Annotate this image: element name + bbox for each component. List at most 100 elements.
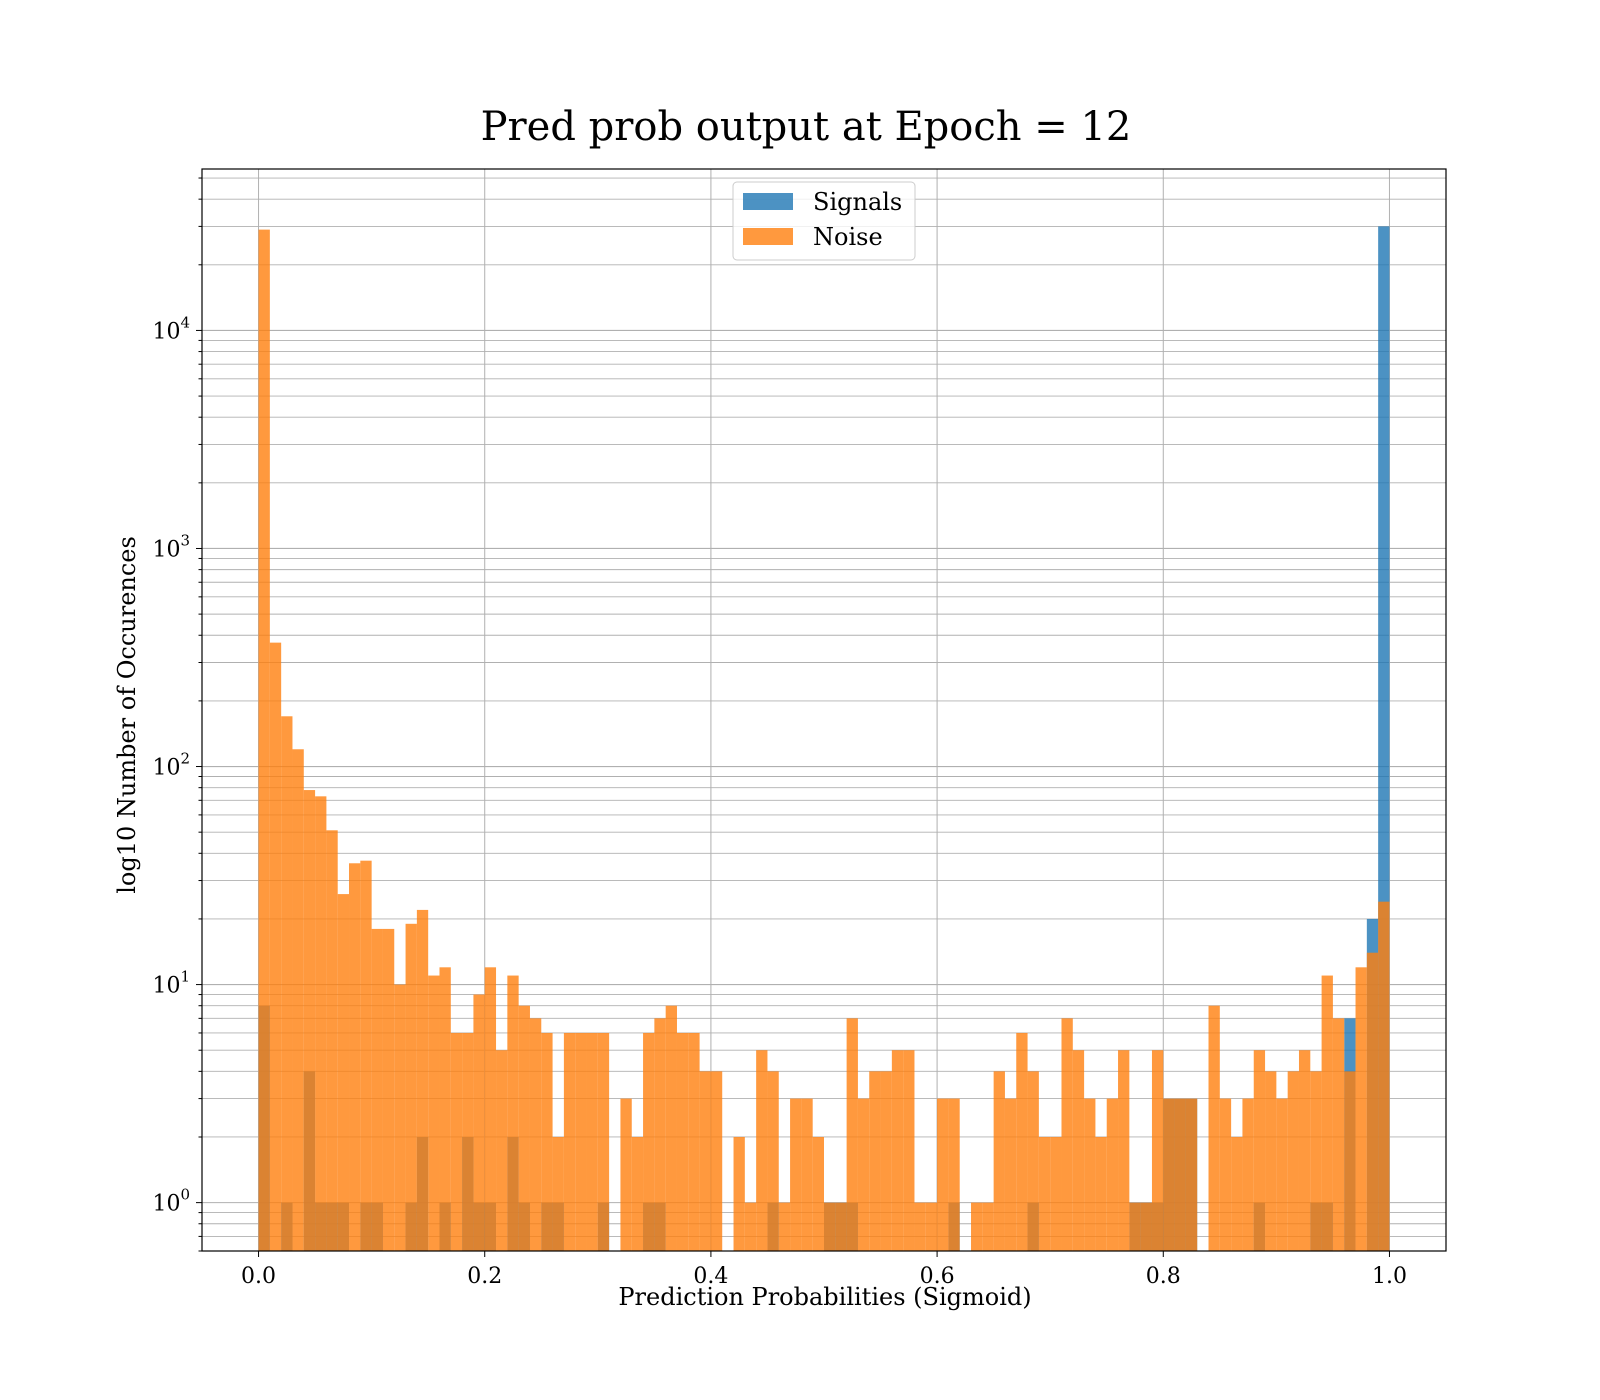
noise-bar — [857, 1098, 870, 1251]
legend-swatch-noise — [743, 228, 793, 245]
x-tick-label: 0.0 — [241, 1264, 276, 1289]
legend-label-signals: Signals — [813, 188, 902, 216]
noise-bar — [778, 1202, 791, 1251]
y-tick-label: 101 — [152, 968, 190, 999]
noise-bar — [575, 1032, 587, 1251]
noise-bar — [1344, 1071, 1356, 1251]
noise-bar — [382, 928, 395, 1251]
noise-bar — [1287, 1071, 1299, 1251]
y-axis-label: log10 Number of Occurences — [113, 536, 141, 894]
legend-label-noise: Noise — [813, 223, 883, 251]
noise-bar — [1174, 1098, 1186, 1251]
noise-bar — [303, 790, 316, 1251]
signals-bar — [1378, 226, 1390, 1251]
noise-bar — [982, 1202, 994, 1251]
noise-bar — [1355, 967, 1367, 1251]
noise-bar — [1050, 1136, 1062, 1251]
noise-bar — [1265, 1071, 1277, 1251]
noise-bar — [349, 863, 361, 1251]
noise-bar — [1185, 1098, 1198, 1251]
noise-bar — [315, 796, 327, 1251]
noise-bar — [1242, 1098, 1254, 1251]
noise-bar — [891, 1050, 904, 1251]
noise-bar — [1129, 1202, 1141, 1251]
noise-bar — [529, 1018, 542, 1251]
noise-bar — [507, 975, 519, 1251]
noise-bar — [1208, 1005, 1220, 1251]
noise-bar — [1038, 1136, 1051, 1251]
noise-bar — [1095, 1136, 1107, 1251]
y-tick-label: 104 — [152, 313, 190, 344]
noise-bar — [428, 975, 440, 1251]
noise-bar — [937, 1098, 949, 1251]
noise-bar — [586, 1032, 598, 1251]
noise-bar — [450, 1032, 463, 1251]
noise-bar — [360, 860, 372, 1251]
noise-bar — [971, 1202, 983, 1251]
noise-bar — [496, 1050, 508, 1251]
noise-bar — [948, 1098, 960, 1251]
noise-bar — [326, 830, 338, 1251]
noise-bar — [1084, 1098, 1096, 1251]
noise-bar — [1366, 952, 1379, 1251]
noise-bar — [473, 994, 485, 1251]
x-tick-label: 0.6 — [920, 1264, 955, 1289]
noise-bar — [1072, 1050, 1085, 1251]
noise-bar — [1016, 1032, 1028, 1251]
noise-bar — [1027, 1071, 1039, 1251]
noise-bar — [1310, 1071, 1322, 1251]
noise-bar — [654, 1018, 666, 1251]
noise-bar — [394, 984, 406, 1251]
noise-bar — [1004, 1098, 1017, 1251]
noise-bar — [824, 1202, 836, 1251]
noise-bar — [631, 1136, 644, 1251]
chart-title: Pred prob output at Epoch = 12 — [481, 104, 1132, 150]
noise-bar — [1231, 1136, 1243, 1251]
noise-bar — [462, 1032, 474, 1251]
noise-bar — [710, 1071, 723, 1251]
noise-bar — [563, 1032, 576, 1251]
noise-bar — [880, 1071, 892, 1251]
x-tick-label: 0.4 — [693, 1264, 728, 1289]
noise-bar — [416, 909, 429, 1251]
noise-bar — [914, 1202, 926, 1251]
legend-swatch-signals — [743, 193, 793, 210]
noise-bar — [1332, 1018, 1345, 1251]
noise-bar — [676, 1032, 689, 1251]
noise-bar — [835, 1202, 847, 1251]
noise-bar — [993, 1071, 1005, 1251]
noise-bar — [744, 1202, 757, 1251]
noise-bar — [925, 1202, 938, 1251]
noise-bar — [1253, 1050, 1266, 1251]
noise-bar — [1298, 1050, 1311, 1251]
noise-bar — [269, 642, 282, 1251]
noise-bar — [1151, 1050, 1164, 1251]
noise-bar — [1118, 1050, 1130, 1251]
noise-bar — [812, 1136, 824, 1251]
x-tick-label: 0.2 — [467, 1264, 502, 1289]
noise-bar — [869, 1071, 881, 1251]
plot-frame — [201, 168, 1447, 1252]
noise-bar — [337, 894, 350, 1251]
noise-bar — [801, 1098, 813, 1251]
noise-bar — [790, 1098, 802, 1251]
noise-bar — [1321, 975, 1333, 1251]
noise-bar — [552, 1136, 564, 1251]
noise-bar — [688, 1032, 700, 1251]
noise-bar — [258, 229, 270, 1252]
noise-bar — [699, 1071, 711, 1251]
noise-bar — [439, 967, 451, 1251]
y-tick-label: 103 — [152, 531, 190, 562]
noise-bar — [643, 1032, 655, 1251]
noise-bar — [597, 1032, 610, 1251]
noise-bar — [405, 923, 417, 1251]
noise-bar — [1219, 1098, 1232, 1251]
x-axis-ticks: 0.0 0.2 0.4 0.6 0.8 1.0 — [241, 1251, 1407, 1289]
noise-bar — [1378, 901, 1390, 1251]
noise-bar — [281, 716, 293, 1251]
noise-bar — [1061, 1018, 1073, 1251]
noise-bar — [903, 1050, 915, 1251]
noise-bar — [1163, 1098, 1175, 1251]
noise-bar — [518, 1005, 530, 1251]
